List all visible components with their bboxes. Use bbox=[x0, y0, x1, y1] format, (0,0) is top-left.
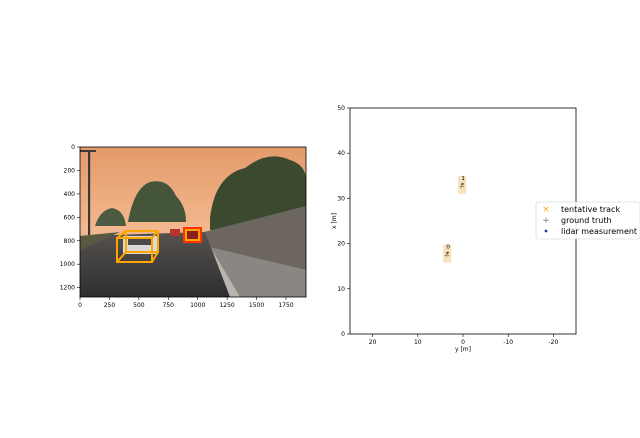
tracking-x-tick-label: -10 bbox=[503, 339, 513, 346]
track-id-label: 0 bbox=[446, 245, 450, 251]
camera-image-axes: 0 250 500 750 1000 1250 1500 1750 0 200 400 600 800… bbox=[60, 144, 307, 309]
tracking-y-tick-label: 10 bbox=[337, 286, 345, 293]
camera-y-tick-label: 200 bbox=[64, 167, 76, 174]
camera-x-tick-label: 1000 bbox=[190, 302, 205, 309]
track-covariance-box bbox=[458, 175, 467, 194]
legend-entry-tentative-track: × tentative track bbox=[542, 205, 620, 215]
camera-y-tick-label: 0 bbox=[71, 144, 75, 151]
camera-y-tick-label: 600 bbox=[64, 214, 76, 221]
lidar-measurement-point bbox=[461, 182, 464, 185]
camera-x-tick-label: 250 bbox=[104, 302, 116, 309]
detection-box-0 bbox=[116, 230, 159, 263]
camera-x-tick-label: 1250 bbox=[219, 302, 234, 309]
legend-entry-ground-truth: + ground truth bbox=[542, 216, 611, 226]
legend-marker-dot bbox=[544, 229, 548, 233]
tracking-y-tick-label: 0 bbox=[341, 331, 345, 338]
detection-box-1 bbox=[183, 227, 202, 243]
tracking-x-tick-label: -20 bbox=[548, 339, 558, 346]
camera-x-tick-label: 1750 bbox=[278, 302, 293, 309]
track-covariance-box bbox=[443, 244, 452, 263]
camera-y-tick-label: 1200 bbox=[60, 285, 75, 292]
legend-marker-x: × bbox=[542, 205, 550, 215]
x-axis-label: y [m] bbox=[455, 346, 471, 353]
camera-x-ticks: 0 250 500 750 1000 1250 1500 1750 bbox=[78, 297, 294, 309]
track-marker: × bbox=[444, 250, 451, 259]
ground-truth-marker: + bbox=[444, 251, 450, 259]
camera-axes-frame bbox=[79, 146, 307, 298]
camera-scene-image bbox=[80, 147, 306, 297]
tracking-y-tick-label: 50 bbox=[337, 105, 345, 112]
track-marker: × bbox=[459, 181, 466, 190]
camera-y-tick-label: 800 bbox=[64, 238, 76, 245]
tracking-x-ticks: 20 10 0 -10 -20 bbox=[369, 334, 558, 346]
ground-truth-marker: + bbox=[459, 183, 465, 191]
tracking-y-ticks: 0 10 20 30 40 50 bbox=[337, 105, 350, 338]
camera-y-tick-label: 1000 bbox=[60, 261, 75, 268]
track-id-label: 1 bbox=[461, 176, 465, 182]
camera-x-tick-label: 750 bbox=[163, 302, 175, 309]
tracking-y-tick-label: 20 bbox=[337, 241, 345, 248]
tracking-marks: ×0×1++ bbox=[443, 175, 467, 263]
legend-marker-plus: + bbox=[542, 216, 550, 226]
tracking-y-tick-label: 40 bbox=[337, 150, 345, 157]
camera-y-ticks: 0 200 400 600 800 1000 1200 bbox=[60, 144, 80, 292]
y-axis-label: x [m] bbox=[331, 213, 338, 229]
tracking-x-tick-label: 20 bbox=[369, 339, 377, 346]
tracking-y-tick-label: 30 bbox=[337, 195, 345, 202]
legend-label: ground truth bbox=[561, 216, 612, 225]
camera-x-tick-label: 0 bbox=[78, 302, 82, 309]
camera-x-tick-label: 500 bbox=[133, 302, 145, 309]
tracking-x-tick-label: 0 bbox=[461, 339, 465, 346]
lidar-measurement-point bbox=[446, 251, 449, 254]
camera-y-tick-label: 400 bbox=[64, 191, 76, 198]
legend-label: lidar measurement bbox=[561, 227, 637, 236]
legend-frame bbox=[535, 201, 640, 240]
tracking-x-tick-label: 10 bbox=[414, 339, 422, 346]
legend: × tentative track + ground truth lidar m… bbox=[535, 201, 640, 240]
legend-label: tentative track bbox=[561, 205, 620, 214]
camera-x-tick-label: 1500 bbox=[249, 302, 264, 309]
legend-entry-lidar-measurement: lidar measurement bbox=[544, 227, 637, 236]
